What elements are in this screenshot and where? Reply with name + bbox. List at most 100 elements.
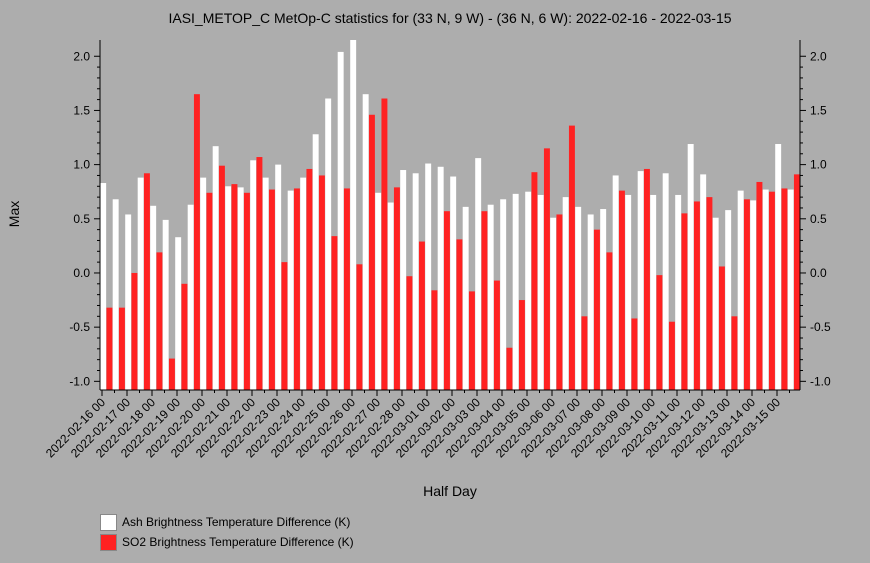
ash-bar-13 <box>262 177 269 390</box>
ash-bar-47 <box>687 144 694 390</box>
ash-bar-19 <box>337 51 344 391</box>
ash-bar-55 <box>787 189 794 390</box>
so2-bar-36 <box>556 214 563 390</box>
ash-bar-27 <box>437 166 444 390</box>
legend-item-so2: SO2 Brightness Temperature Difference (K… <box>100 532 354 552</box>
axes-group: -1.0 -1.0 -0.5 -0.5 0.0 0.0 0.5 0.5 1.0 1.0 1.5 1.5… <box>43 40 831 460</box>
ash-bar-50 <box>725 210 732 390</box>
so2-bar-6 <box>181 283 188 390</box>
ash-bar-6 <box>175 237 182 390</box>
so2-bar-30 <box>481 211 488 390</box>
ash-bar-20 <box>350 40 357 390</box>
so2-bar-55 <box>793 174 800 390</box>
so2-bar-18 <box>331 236 338 390</box>
y-tick-label-left-6: 2.0 <box>73 49 90 63</box>
ash-bar-24 <box>400 170 407 390</box>
so2-bar-33 <box>518 300 525 390</box>
ash-bar-41 <box>612 175 619 390</box>
so2-bar-31 <box>493 280 500 390</box>
ash-bar-12 <box>250 160 257 390</box>
y-tick-label-left-1: -0.5 <box>69 320 90 334</box>
ash-bar-16 <box>300 177 307 390</box>
ash-bar-54 <box>775 144 782 390</box>
bars-group <box>100 40 800 391</box>
so2-bar-21 <box>368 114 375 391</box>
so2-bar-24 <box>406 276 413 390</box>
so2-bar-8 <box>206 192 213 390</box>
so2-bar-37 <box>568 125 575 390</box>
ash-bar-17 <box>312 134 319 390</box>
so2-bar-53 <box>768 191 775 390</box>
so2-bar-27 <box>443 211 450 390</box>
ash-bar-33 <box>512 193 519 390</box>
so2-bar-17 <box>318 175 325 390</box>
ash-bar-32 <box>500 199 507 390</box>
ash-bar-1 <box>112 199 119 390</box>
y-tick-label-left-4: 1.0 <box>73 158 90 172</box>
ash-bar-5 <box>162 219 169 390</box>
y-tick-label-right-5: 1.5 <box>810 103 827 117</box>
ash-bar-44 <box>650 194 657 390</box>
so2-bar-11 <box>243 192 250 390</box>
so2-bar-2 <box>131 272 138 390</box>
ash-bar-30 <box>475 158 482 390</box>
ash-bar-43 <box>637 171 644 390</box>
y-tick-label-right-2: 0.0 <box>810 266 827 280</box>
so2-bar-51 <box>743 199 750 390</box>
y-tick-label-right-1: -0.5 <box>810 320 831 334</box>
y-tick-label-right-6: 2.0 <box>810 49 827 63</box>
ash-bar-46 <box>675 194 682 390</box>
ash-bar-11 <box>237 187 244 390</box>
ash-bar-34 <box>525 191 532 390</box>
y-tick-label-left-5: 1.5 <box>73 103 90 117</box>
y-axis-label: Max <box>6 201 22 227</box>
so2-bar-4 <box>156 252 163 390</box>
ash-bar-3 <box>137 177 144 390</box>
y-tick-label-right-3: 0.5 <box>810 212 827 226</box>
ash-bar-2 <box>125 214 132 390</box>
so2-bar-45 <box>668 321 675 390</box>
y-tick-label-left-2: 0.0 <box>73 266 90 280</box>
ash-bar-38 <box>575 206 582 390</box>
legend-label-ash: Ash Brightness Temperature Difference (K… <box>122 515 351 529</box>
so2-bar-32 <box>506 347 513 390</box>
so2-bar-26 <box>431 290 438 390</box>
so2-bar-15 <box>293 188 300 390</box>
ash-bar-22 <box>375 192 382 390</box>
ash-bar-14 <box>275 164 282 390</box>
so2-bar-10 <box>231 184 238 390</box>
so2-bar-16 <box>306 168 313 390</box>
ash-bar-15 <box>287 190 294 390</box>
legend-swatch-ash <box>100 513 117 531</box>
so2-bar-49 <box>718 266 725 390</box>
ash-bar-18 <box>325 98 332 390</box>
y-tick-label-right-4: 1.0 <box>810 158 827 172</box>
so2-bar-40 <box>606 252 613 390</box>
so2-bar-46 <box>681 213 688 390</box>
ash-bar-35 <box>537 194 544 390</box>
ash-bar-40 <box>600 209 607 390</box>
so2-bar-39 <box>593 229 600 390</box>
ash-bar-42 <box>625 194 632 390</box>
ash-bar-28 <box>450 176 457 390</box>
ash-bar-4 <box>150 205 157 390</box>
ash-bar-37 <box>562 197 569 390</box>
ash-bar-21 <box>362 94 369 391</box>
ash-bar-26 <box>425 163 432 390</box>
so2-bar-14 <box>281 262 288 390</box>
ash-bar-9 <box>212 146 219 390</box>
ash-bar-23 <box>387 202 394 390</box>
so2-bar-52 <box>756 181 763 390</box>
so2-bar-42 <box>631 318 638 390</box>
so2-bar-20 <box>356 264 363 390</box>
ash-bar-48 <box>700 174 707 390</box>
so2-bar-22 <box>381 98 388 390</box>
so2-bar-35 <box>543 148 550 390</box>
ash-bar-36 <box>550 217 557 390</box>
so2-bar-43 <box>643 168 650 390</box>
so2-bar-34 <box>531 172 538 390</box>
so2-bar-9 <box>218 165 225 390</box>
so2-bar-50 <box>731 316 738 390</box>
so2-bar-7 <box>193 94 200 391</box>
